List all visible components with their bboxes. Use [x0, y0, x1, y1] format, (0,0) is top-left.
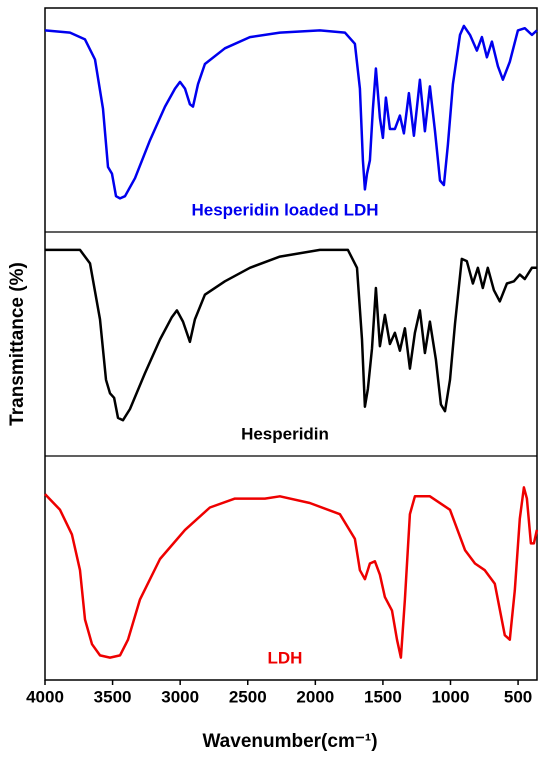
series-label: Hesperidin [241, 424, 329, 443]
x-tick-label: 3500 [94, 687, 132, 706]
x-tick-label: 2000 [296, 687, 334, 706]
x-tick-label: 500 [504, 687, 532, 706]
x-axis-label: Wavenumber(cm⁻¹) [202, 731, 377, 752]
spectrum-line [45, 248, 537, 422]
spectrum-line [44, 24, 538, 200]
series-label: Hesperidin loaded LDH [191, 200, 378, 219]
x-tick-label: 1500 [364, 687, 402, 706]
x-tick-label: 1000 [432, 687, 470, 706]
plot-frame [44, 7, 538, 681]
series-label: LDH [268, 648, 303, 667]
x-tick-label: 2500 [229, 687, 267, 706]
x-tick-label: 4000 [26, 687, 64, 706]
spectrum-line [44, 486, 539, 659]
x-tick-label: 3000 [161, 687, 199, 706]
y-axis-label: Transmittance (%) [7, 262, 28, 426]
